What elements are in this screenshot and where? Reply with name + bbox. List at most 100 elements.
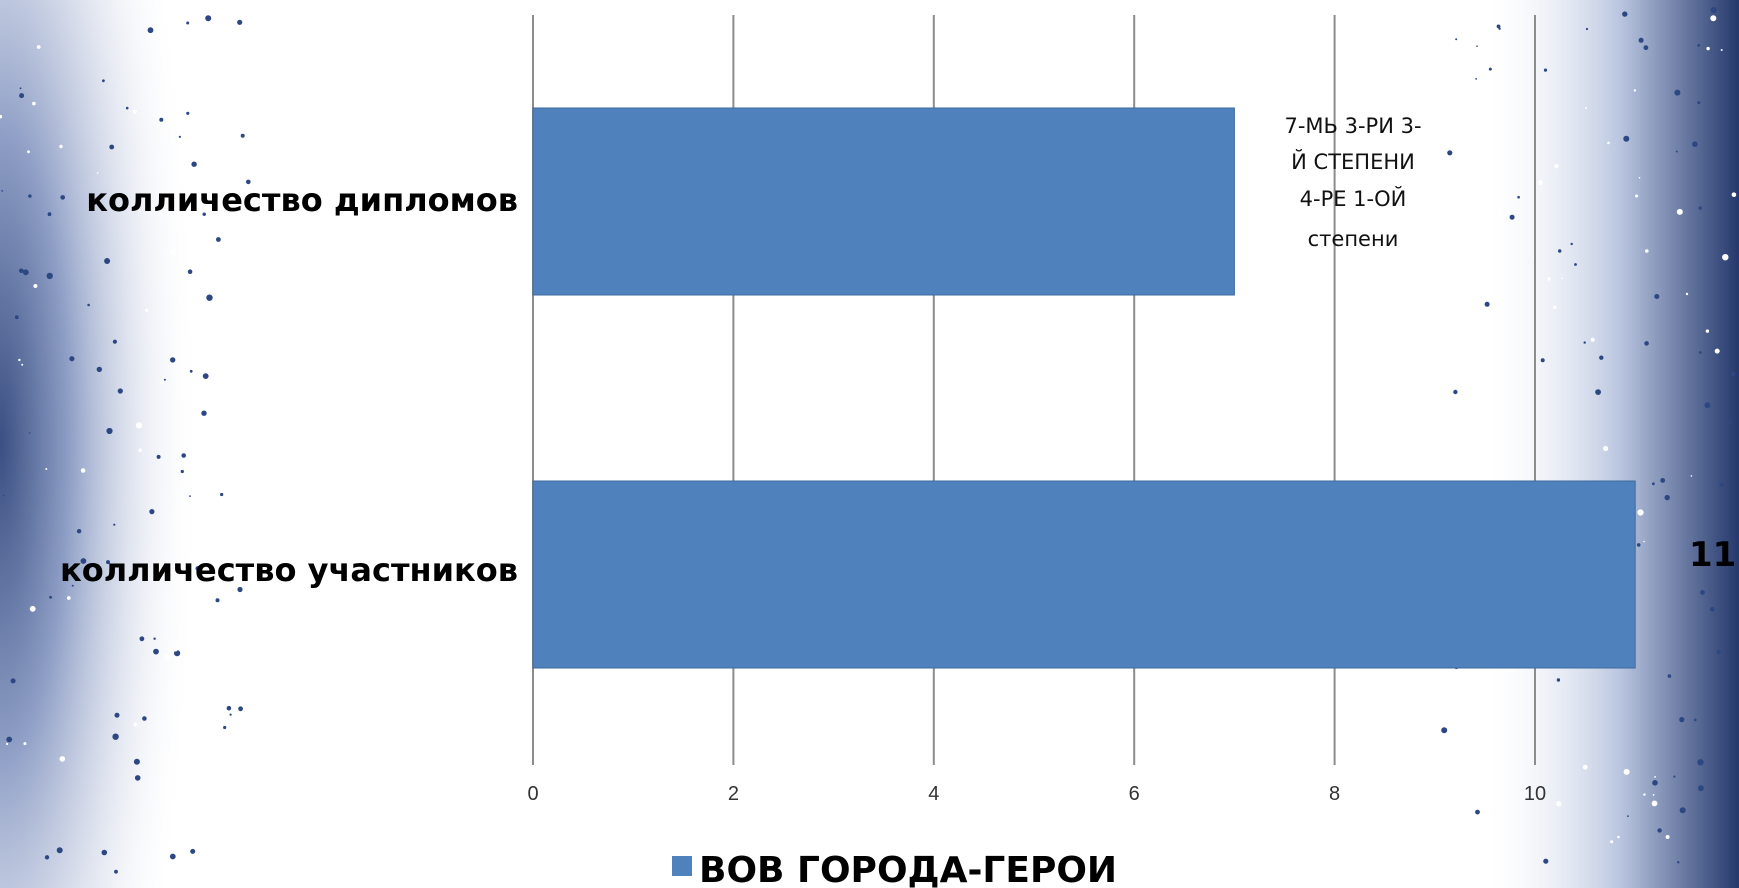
star-dot bbox=[96, 366, 103, 373]
star-dot bbox=[147, 27, 154, 34]
star-dot bbox=[28, 432, 31, 434]
star-dot bbox=[19, 87, 22, 90]
star-dot bbox=[0, 114, 3, 119]
star-dot bbox=[1697, 101, 1701, 105]
annotation-note: 7-МЬ 3-РИ 3- Й СТЕПЕНИ 4-РЕ 1-ОЙ степени bbox=[1284, 114, 1421, 251]
star-dot bbox=[153, 637, 156, 640]
star-dot bbox=[87, 303, 90, 307]
star-dot bbox=[1714, 348, 1720, 354]
star-dot bbox=[1730, 371, 1736, 377]
star-dot bbox=[1710, 607, 1715, 612]
star-dot bbox=[27, 150, 30, 154]
star-dot bbox=[1476, 45, 1478, 47]
star-dot bbox=[32, 101, 36, 106]
star-dot bbox=[159, 379, 164, 384]
star-dot bbox=[1722, 254, 1729, 261]
star-dot bbox=[1570, 242, 1573, 246]
star-dot bbox=[80, 468, 86, 473]
star-dot bbox=[1547, 277, 1551, 281]
category-label-1: колличество участников bbox=[60, 551, 518, 589]
star-dot bbox=[1665, 835, 1670, 839]
star-dot bbox=[60, 195, 65, 200]
star-dot bbox=[1603, 445, 1609, 452]
star-dot bbox=[113, 523, 116, 526]
star-dot bbox=[173, 647, 178, 652]
star-dot bbox=[178, 135, 181, 138]
star-dot bbox=[1441, 727, 1448, 734]
annotation-line-4: степени bbox=[1308, 227, 1399, 251]
star-dot bbox=[153, 648, 159, 655]
star-dot bbox=[139, 636, 145, 642]
category-labels: колличество дипломов колличество участник… bbox=[60, 181, 518, 589]
star-dot bbox=[191, 161, 197, 167]
annotation-line-3: 4-РЕ 1-ОЙ bbox=[1300, 186, 1407, 211]
annotation-line-1: 7-МЬ 3-РИ 3- bbox=[1284, 114, 1421, 138]
star-dot bbox=[169, 762, 172, 765]
star-dot bbox=[1561, 277, 1563, 280]
star-dot bbox=[19, 93, 25, 99]
star-dot bbox=[1543, 858, 1549, 864]
star-dot bbox=[1652, 794, 1655, 796]
star-dot bbox=[114, 869, 118, 874]
star-dot bbox=[1638, 177, 1641, 179]
star-dot bbox=[1657, 828, 1662, 833]
star-dot bbox=[182, 430, 188, 436]
star-dot bbox=[138, 448, 142, 453]
star-dot bbox=[1538, 180, 1543, 185]
star-dot bbox=[104, 258, 111, 264]
star-dot bbox=[215, 598, 220, 603]
star-dot bbox=[1679, 717, 1685, 723]
star-dot bbox=[1651, 800, 1658, 807]
star-dot bbox=[1474, 177, 1478, 182]
star-dot bbox=[1558, 249, 1562, 253]
star-dot bbox=[195, 566, 201, 571]
star-dot bbox=[1710, 15, 1717, 22]
star-dot bbox=[19, 268, 24, 274]
star-dot bbox=[1476, 421, 1480, 426]
star-dot bbox=[201, 410, 207, 416]
star-dot bbox=[1617, 835, 1620, 839]
star-dot bbox=[1438, 813, 1442, 817]
star-dot bbox=[1556, 678, 1561, 682]
star-dot bbox=[102, 79, 105, 83]
star-dot bbox=[1484, 301, 1490, 307]
star-dot bbox=[1475, 78, 1477, 80]
star-dot bbox=[1574, 263, 1577, 266]
star-dot bbox=[1694, 718, 1697, 722]
annotation-line-2: Й СТЕПЕНИ bbox=[1291, 149, 1415, 174]
star-dot bbox=[233, 610, 236, 613]
star-dot bbox=[46, 272, 53, 280]
star-dot bbox=[1664, 494, 1670, 501]
star-dot bbox=[1453, 389, 1458, 395]
star-dot bbox=[1638, 37, 1644, 43]
star-dot bbox=[33, 284, 38, 288]
star-dot bbox=[206, 294, 213, 301]
star-dot bbox=[125, 106, 129, 110]
star-dot bbox=[237, 19, 243, 25]
star-dot bbox=[226, 705, 232, 711]
star-dot bbox=[1644, 341, 1649, 346]
star-dot bbox=[1675, 150, 1678, 153]
star-dot bbox=[36, 45, 41, 49]
star-dot bbox=[1455, 38, 1458, 41]
bar-1 bbox=[532, 480, 1636, 669]
star-dot bbox=[1652, 780, 1658, 786]
star-dot bbox=[101, 849, 108, 856]
star-dot bbox=[47, 212, 52, 217]
star-dot bbox=[237, 586, 243, 593]
star-dot bbox=[164, 816, 169, 820]
star-dot bbox=[106, 560, 110, 565]
star-dot bbox=[1674, 89, 1681, 96]
star-dot bbox=[132, 109, 137, 114]
star-dot bbox=[164, 654, 170, 660]
x-axis-ticks: 0 2 4 6 8 10 bbox=[527, 783, 1546, 805]
star-dot bbox=[1509, 214, 1515, 220]
star-dot bbox=[209, 599, 214, 604]
star-dot bbox=[178, 298, 185, 304]
star-dot bbox=[1635, 194, 1639, 198]
star-dot bbox=[232, 766, 239, 773]
star-dot bbox=[1731, 192, 1737, 197]
star-dot bbox=[133, 758, 140, 765]
legend: ВОВ ГОРОДА-ГЕРОИ bbox=[672, 850, 1117, 888]
star-dot bbox=[21, 363, 24, 366]
